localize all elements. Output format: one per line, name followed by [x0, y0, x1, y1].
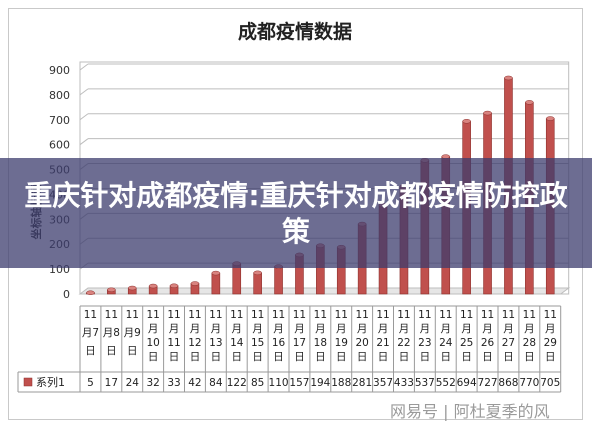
y-tick-label: 900: [49, 64, 70, 77]
headline-banner: 重庆针对成都疫情:重庆针对成都疫情防控政策: [0, 158, 592, 268]
x-tick-label: 11 月7 日: [82, 309, 99, 357]
x-tick-label: 11 月 13 日: [209, 309, 222, 363]
bar-top: [128, 285, 137, 291]
x-tick-label: 11 月 22 日: [397, 309, 410, 363]
data-table-value: 770: [519, 377, 539, 389]
x-tick-label: 11 月9 日: [124, 309, 141, 357]
x-tick-label: 11 月8 日: [103, 309, 120, 357]
data-table-value: 188: [331, 377, 351, 389]
data-table-value: 868: [498, 377, 518, 389]
x-tick-label: 11 月 14 日: [230, 309, 244, 363]
bar-top: [169, 283, 179, 289]
data-table-value: 194: [310, 377, 330, 389]
bar-top: [483, 110, 492, 116]
bar: [274, 266, 283, 295]
y-tick-label: 700: [49, 114, 70, 127]
x-tick-label: 11 月 23 日: [418, 309, 431, 363]
data-table-value: 33: [167, 377, 180, 389]
bar: [211, 272, 221, 295]
data-table-value: 5: [87, 377, 94, 389]
gridline-diag: [79, 63, 89, 71]
x-tick-label: 11 月 10 日: [146, 309, 159, 363]
bar-top: [148, 283, 158, 289]
data-table-value: 17: [105, 377, 118, 389]
x-tick-label: 11 月 25 日: [460, 309, 473, 363]
data-table-value: 537: [415, 377, 435, 389]
bar-top: [546, 116, 555, 121]
x-tick-label: 11 月 27 日: [502, 309, 515, 363]
data-table-value: 552: [436, 377, 456, 389]
bar: [232, 263, 242, 295]
x-tick-label: 11 月 24 日: [439, 309, 453, 363]
y-tick-label: 600: [49, 139, 70, 152]
gridline-diag: [79, 138, 89, 146]
x-tick-label: 11 月 18 日: [314, 309, 327, 363]
data-table-value: 24: [126, 377, 140, 389]
x-tick-label: 11 月 29 日: [544, 309, 557, 363]
x-tick-label: 11 月 11 日: [167, 309, 180, 363]
x-tick-label: 11 月 20 日: [355, 309, 368, 363]
x-tick-label: 11 月 12 日: [188, 309, 201, 363]
data-table-value: 32: [146, 377, 159, 389]
data-table-value: 122: [227, 377, 247, 389]
data-table-value: 85: [251, 377, 264, 389]
bar-top: [525, 100, 534, 105]
chart-title: 成都疫情数据: [238, 20, 352, 43]
y-tick-label: 800: [49, 89, 70, 102]
x-tick-label: 11 月 28 日: [523, 309, 536, 363]
bar: [253, 272, 262, 295]
data-table-value: 281: [352, 377, 372, 389]
x-tick-label: 11 月 16 日: [272, 309, 286, 363]
x-tick-label: 11 月 21 日: [376, 309, 389, 363]
bar-top: [86, 290, 95, 296]
gridline-diag: [79, 113, 89, 121]
bar-top: [253, 270, 262, 276]
data-table-value: 433: [394, 377, 414, 389]
data-table-value: 694: [457, 377, 477, 389]
bar-top: [211, 270, 221, 276]
data-table-value: 705: [540, 377, 560, 389]
x-tick-label: 11 月 26 日: [481, 309, 495, 363]
gridline-diag: [79, 88, 89, 96]
bar-top: [462, 119, 471, 124]
data-table-value: 84: [209, 377, 223, 389]
bar-top: [107, 287, 116, 293]
bar-top: [504, 75, 513, 81]
data-table-value: 42: [188, 377, 201, 389]
watermark-text: 网易号 | 阿杜夏季的风: [390, 402, 550, 421]
data-table-value: 157: [289, 377, 309, 389]
data-table-value: 357: [373, 377, 393, 389]
data-table-value: 110: [269, 377, 289, 389]
y-tick-label: 0: [63, 288, 70, 301]
legend-swatch: [23, 377, 33, 387]
headline-text: 重庆针对成都疫情:重庆针对成都疫情防控政策: [24, 179, 568, 248]
x-tick-label: 11 月 19 日: [335, 309, 348, 363]
x-tick-label: 11 月 15 日: [251, 309, 264, 363]
legend-label: 系列1: [36, 375, 65, 389]
bar-top: [190, 281, 200, 286]
x-tick-label: 11 月 17 日: [293, 309, 306, 363]
data-table-value: 727: [478, 377, 498, 389]
